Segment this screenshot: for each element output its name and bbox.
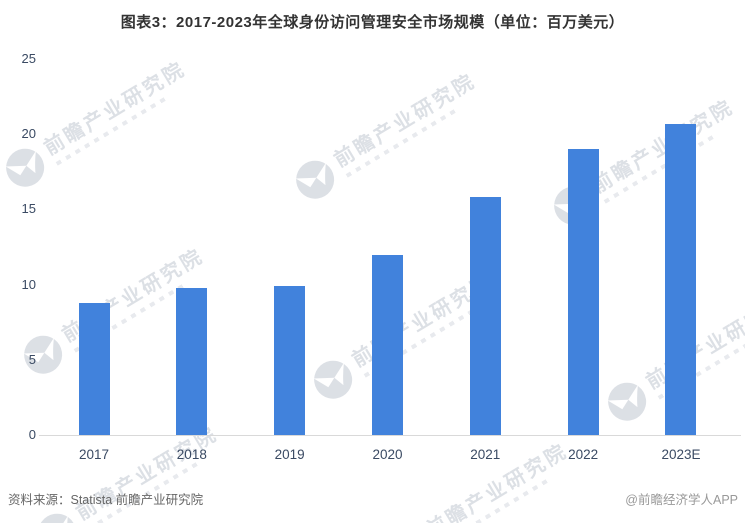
brand-watermark: 前瞻产业研究院 [306, 266, 505, 407]
y-axis-tick-label: 25 [21, 51, 36, 66]
bar-2019 [274, 286, 306, 435]
y-axis-tick-label: 20 [21, 126, 36, 142]
qianzhan-logo-icon [5, 148, 45, 187]
y-axis-tick-label: 0 [28, 427, 36, 442]
bar-2020 [371, 254, 403, 435]
x-axis-label-2017: 2017 [78, 447, 110, 462]
bar-2022 [567, 149, 599, 435]
y-axis-tick-label: 10 [21, 276, 36, 292]
x-axis-label-2018: 2018 [176, 447, 207, 462]
qianzhan-logo-icon [313, 360, 353, 399]
y-axis-tick-label: 15 [21, 201, 36, 217]
brand-watermark: 前瞻产业研究院 [16, 241, 215, 382]
x-axis-label-2019: 2019 [274, 447, 305, 462]
x-axis-label-2022: 2022 [568, 447, 599, 462]
y-axis-tick-label: 5 [28, 351, 36, 367]
brand-watermark: 前瞻产业研究院 [30, 419, 229, 523]
x-axis-label-2021: 2021 [470, 447, 501, 462]
bar-2017 [78, 302, 110, 435]
bar-2021 [469, 197, 501, 435]
bar-2023E [665, 123, 697, 435]
bar-2018 [176, 287, 208, 435]
qianzhan-logo-icon [38, 513, 77, 523]
chart-title: 图表3：2017-2023年全球身份访问管理安全市场规模（单位：百万美元） [120, 14, 625, 31]
brand-watermark: 前瞻产业研究院 [288, 66, 487, 207]
x-axis-line [39, 435, 741, 436]
source-text: 资料来源：Statista 前瞻产业研究院 [8, 493, 204, 507]
x-axis-label-2023E: 2023E [661, 447, 701, 462]
credit-text: @前瞻经济学人APP [625, 493, 738, 507]
qianzhan-logo-icon [295, 160, 335, 199]
brand-watermark: 前瞻产业研究院 [0, 54, 197, 195]
qianzhan-logo-icon [607, 382, 647, 421]
x-axis-label-2020: 2020 [372, 447, 403, 462]
qianzhan-logo-icon [23, 335, 63, 374]
brand-watermark: 前瞻产业研究院 [600, 288, 745, 429]
